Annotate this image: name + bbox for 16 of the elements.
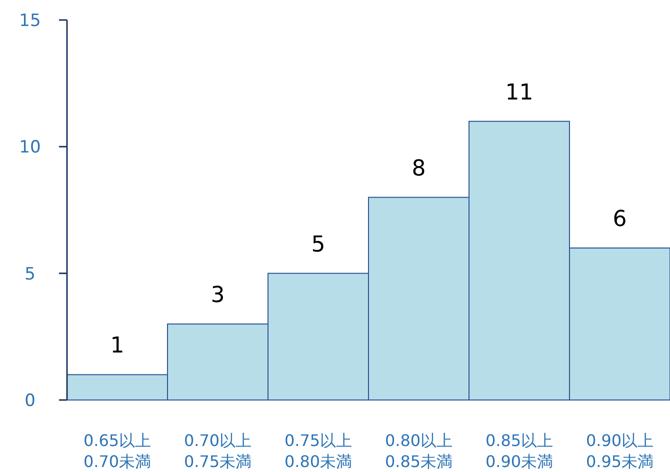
x-tick-label: 0.65以上 0.70未満: [83, 431, 152, 471]
data-label: 6: [612, 207, 627, 232]
x-tick-label: 0.75以上 0.80未満: [284, 431, 352, 471]
data-label: 3: [210, 283, 225, 308]
x-tick-label: 0.70以上 0.75未満: [184, 431, 252, 471]
y-tick-label: 10: [19, 138, 41, 158]
y-tick-label: 15: [19, 11, 41, 31]
data-label: 11: [505, 80, 534, 106]
x-tick-label: 0.80以上 0.85未満: [384, 431, 453, 471]
data-label: 1: [110, 334, 124, 359]
y-tick-label: 5: [24, 264, 36, 284]
data-label: 5: [311, 232, 326, 258]
x-tick-label: 0.85以上 0.90未満: [485, 431, 554, 471]
data-label: 8: [412, 156, 426, 182]
x-tick-label: 0.90以上 0.95未満: [586, 431, 654, 471]
y-tick-label: 0: [24, 391, 36, 411]
